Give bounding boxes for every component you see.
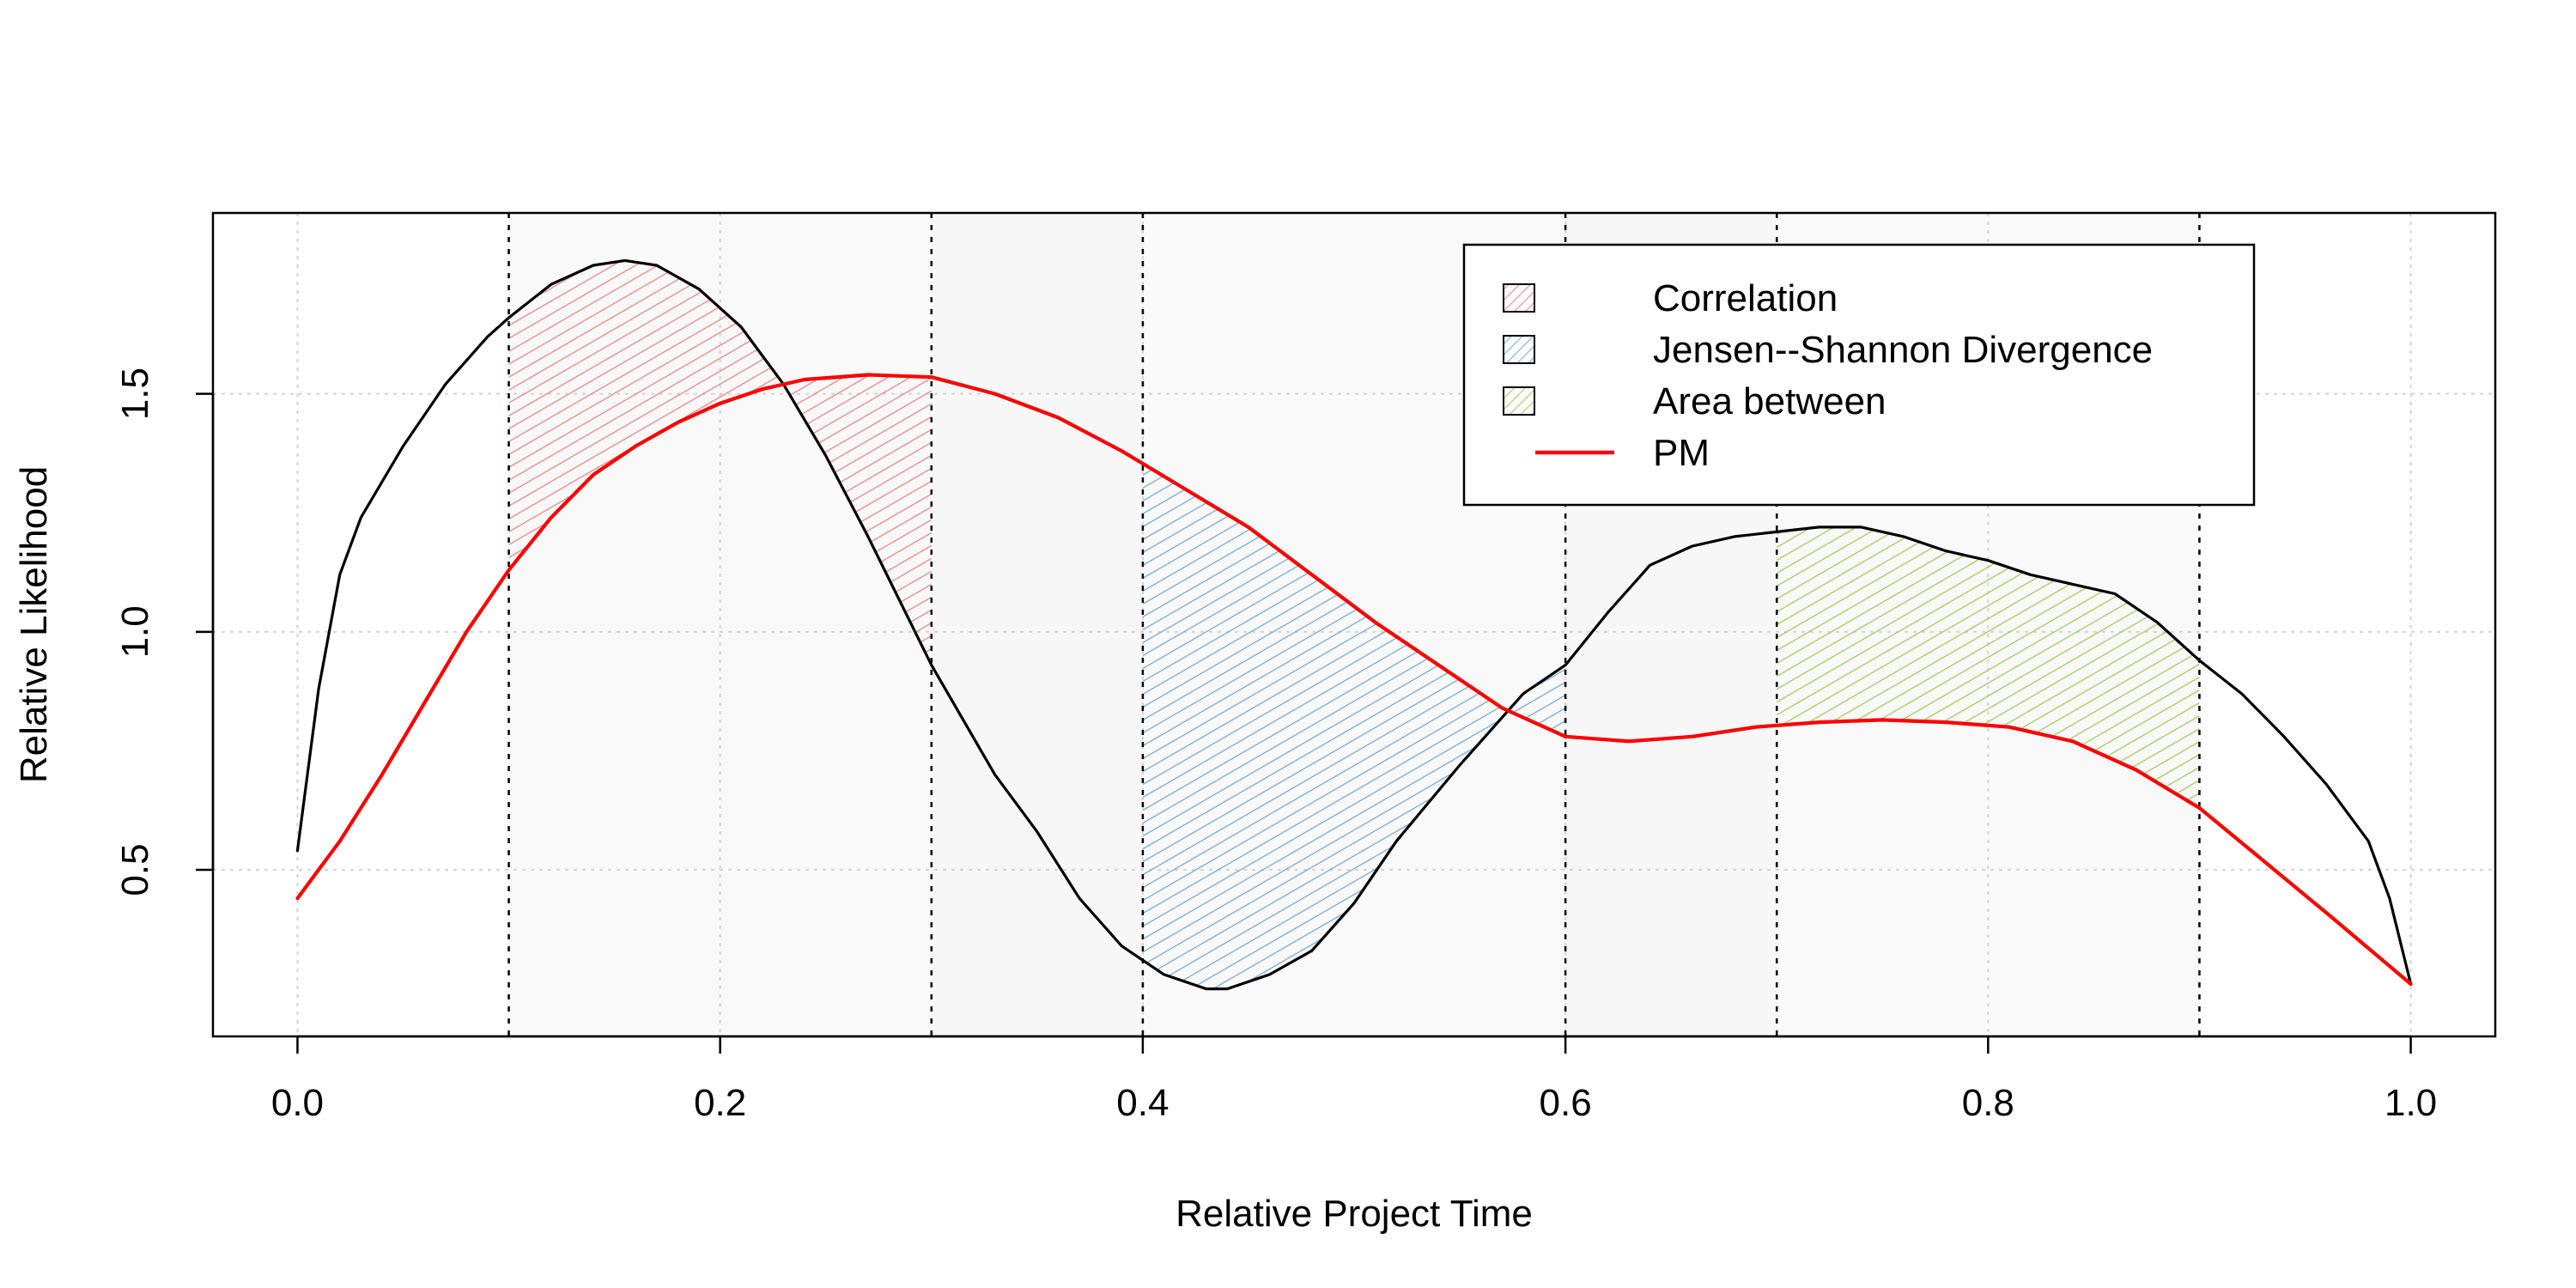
legend-box	[1462, 243, 2256, 507]
legend-swatch	[1503, 283, 1535, 313]
shaded-band	[931, 213, 1143, 1036]
y-tick-label: 1.0	[114, 605, 156, 658]
legend-label: Correlation	[1653, 277, 1838, 319]
y-axis-label: Relative Likelihood	[13, 466, 55, 783]
series-lines	[295, 258, 2413, 991]
legend-label: Area between	[1653, 380, 1886, 422]
x-tick-label: 0.8	[1962, 1082, 2014, 1124]
legend: Correlation Jensen--Shannon Divergence Are…	[1462, 243, 2256, 507]
hatched-region	[508, 261, 932, 665]
legend-swatch	[1503, 335, 1535, 364]
x-axis-label: Relative Project Time	[1176, 1193, 1533, 1235]
legend-label: Jensen--Shannon Divergence	[1653, 329, 2153, 371]
x-tick-label: 0.6	[1540, 1082, 1592, 1124]
legend-swatch	[1503, 386, 1535, 416]
x-tick-label: 1.0	[2385, 1082, 2437, 1124]
density-line-black	[295, 258, 2413, 991]
x-tick-label: 0.0	[271, 1082, 324, 1124]
x-tick-label: 0.4	[1116, 1082, 1169, 1124]
hatched-region	[1777, 526, 2200, 808]
pm-line	[295, 373, 2413, 987]
y-tick-label: 0.5	[114, 843, 156, 896]
legend-label: PM	[1653, 432, 1710, 474]
hatched-regions	[508, 261, 2200, 989]
y-axis: 0.5 1.0 1.5	[114, 368, 215, 896]
x-axis: 0.0 0.2 0.4 0.6 0.8 1.0	[271, 1035, 2437, 1124]
x-tick-label: 0.2	[694, 1082, 746, 1124]
y-tick-label: 1.5	[114, 368, 156, 420]
hatched-region	[1142, 463, 1566, 989]
